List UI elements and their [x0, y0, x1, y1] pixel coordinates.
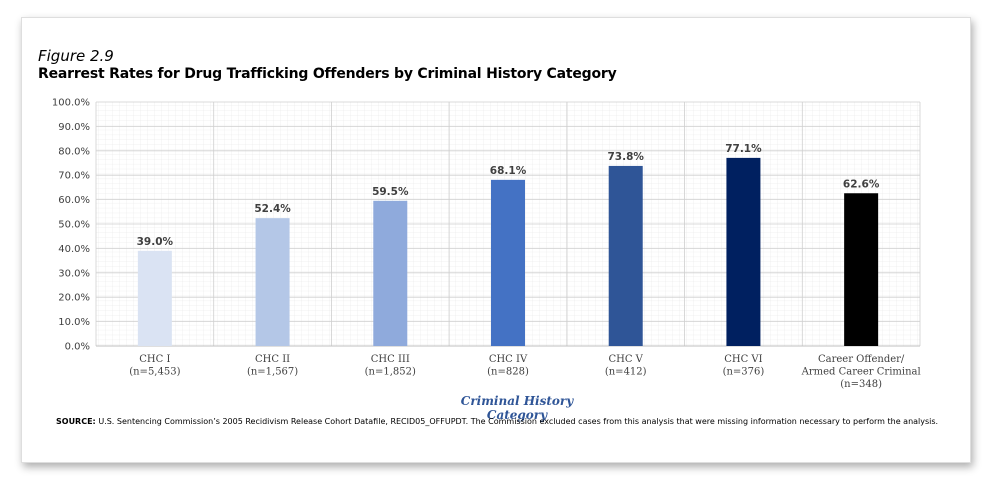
- bar: [844, 193, 879, 346]
- data-labels: 39.0% 52.4% 59.5% 68.1% 73.8% 77.1% 62.6%: [137, 143, 880, 248]
- x-tick-label: (n=1,567): [247, 367, 298, 378]
- data-label: 62.6%: [843, 178, 880, 190]
- figure-number: Figure 2.9: [38, 47, 114, 65]
- x-tick-label: (n=828): [487, 367, 529, 378]
- source-label: SOURCE:: [56, 417, 96, 426]
- data-label: 73.8%: [607, 151, 644, 163]
- y-tick-label: 40.0%: [58, 244, 90, 255]
- bar: [255, 218, 290, 346]
- source-note: SOURCE: U.S. Sentencing Commission’s 200…: [56, 416, 952, 427]
- bar-chart: 0.0% 10.0% 20.0% 30.0% 40.0% 50.0% 60.0% 70.0% 8…: [52, 98, 921, 391]
- y-tick-label: 90.0%: [58, 122, 90, 133]
- bars: [137, 157, 879, 346]
- x-tick-label: CHC IV: [489, 354, 528, 365]
- bar: [373, 200, 408, 346]
- data-label: 39.0%: [137, 236, 174, 248]
- x-tick-label: CHC VI: [724, 354, 762, 365]
- y-tick-label: 30.0%: [58, 268, 90, 279]
- x-tick-label: CHC V: [608, 354, 643, 365]
- bar: [726, 157, 761, 346]
- x-tick-label: Armed Career Criminal: [801, 367, 921, 378]
- x-tick-label: CHC II: [255, 354, 290, 365]
- x-axis-ticks: CHC I (n=5,453) CHC II (n=1,567) CHC III (n=1…: [129, 354, 920, 390]
- bar: [137, 250, 172, 346]
- x-tick-label: CHC I: [139, 354, 170, 365]
- x-axis-title: Criminal History Category: [460, 394, 574, 422]
- x-tick-label: CHC III: [371, 354, 410, 365]
- figure-card: Figure 2.9 Rearrest Rates for Drug Traff…: [21, 17, 971, 463]
- y-tick-label: 100.0%: [52, 98, 90, 109]
- figure-title: Rearrest Rates for Drug Trafficking Offe…: [38, 66, 617, 82]
- data-label: 77.1%: [725, 143, 762, 155]
- y-tick-label: 50.0%: [58, 220, 90, 231]
- data-label: 68.1%: [490, 165, 527, 177]
- x-tick-label: (n=5,453): [129, 367, 180, 378]
- y-tick-label: 70.0%: [58, 171, 90, 182]
- y-tick-label: 10.0%: [58, 317, 90, 328]
- x-tick-label: (n=412): [605, 367, 647, 378]
- y-tick-label: 80.0%: [58, 146, 90, 157]
- source-text: U.S. Sentencing Commission’s 2005 Recidi…: [98, 417, 939, 426]
- data-label: 52.4%: [254, 203, 291, 215]
- bar: [491, 179, 525, 346]
- bar: [608, 165, 643, 346]
- y-tick-label: 60.0%: [58, 195, 90, 206]
- x-tick-label: (n=376): [723, 367, 765, 378]
- x-tick-label: (n=348): [840, 379, 882, 390]
- y-axis-ticks: 0.0% 10.0% 20.0% 30.0% 40.0% 50.0% 60.0% 70.0% 8…: [52, 98, 90, 353]
- y-tick-label: 0.0%: [65, 342, 90, 353]
- x-tick-label: Career Offender/: [818, 354, 905, 365]
- y-tick-label: 20.0%: [58, 293, 90, 304]
- x-tick-label: (n=1,852): [365, 367, 416, 378]
- data-label: 59.5%: [372, 186, 409, 198]
